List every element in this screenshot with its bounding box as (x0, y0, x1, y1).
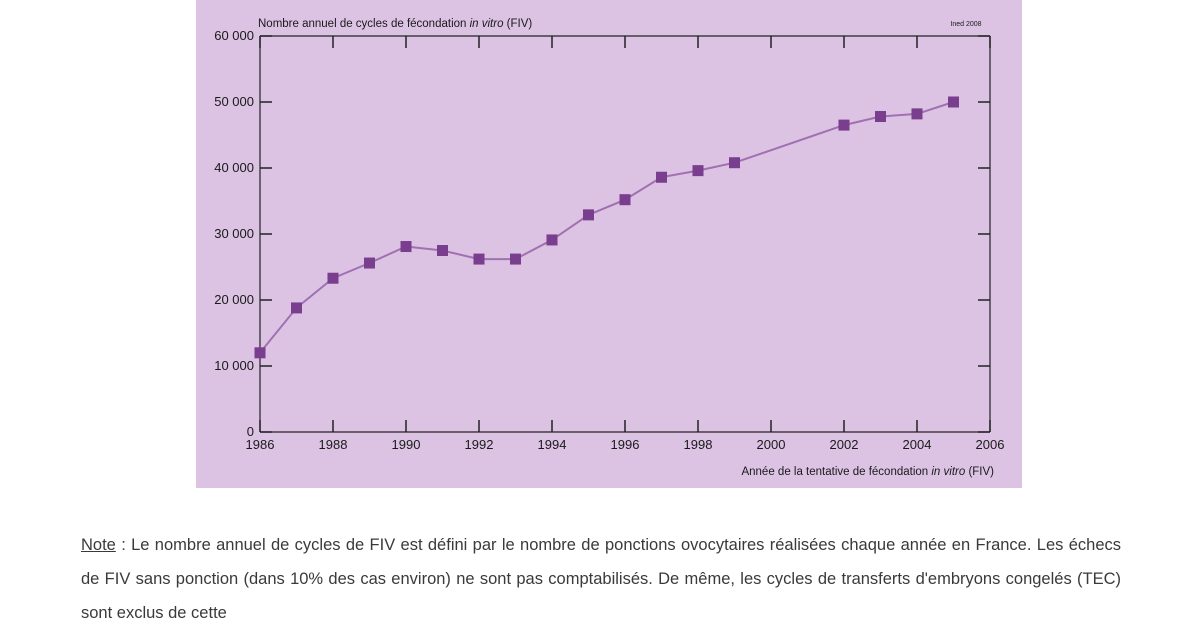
x-tick-label: 1988 (319, 437, 348, 452)
x-axis-label-prefix: Année de la tentative de fécondation (741, 466, 931, 478)
data-point-marker (583, 209, 594, 221)
x-tick-label: 1986 (246, 437, 275, 452)
x-tick-label: 1994 (538, 437, 567, 452)
x-axis-label: Année de la tentative de fécondation in … (741, 466, 994, 478)
data-point-marker (400, 241, 412, 253)
chart-title: Nombre annuel de cycles de fécondation i… (258, 18, 532, 30)
y-tick-label: 10 000 (214, 358, 254, 373)
data-point-marker (364, 257, 375, 269)
line-chart: Nombre annuel de cycles de fécondation i… (214, 18, 1005, 478)
data-point-marker (875, 111, 886, 123)
data-point-marker (291, 302, 302, 314)
x-tick-label: 1992 (465, 437, 494, 452)
chart-series (254, 96, 959, 359)
series-line (259, 101, 954, 354)
chart-title-italic: in vitro (470, 18, 504, 30)
chart-title-suffix: (FIV) (503, 18, 532, 30)
x-axis-label-suffix: (FIV) (965, 466, 994, 478)
data-point-marker (327, 272, 339, 284)
data-point-marker (656, 171, 667, 183)
data-point-marker (729, 157, 740, 169)
y-tick-label: 50 000 (214, 94, 254, 109)
data-point-marker (510, 253, 521, 265)
data-point-marker (619, 194, 631, 206)
chart-panel: Nombre annuel de cycles de fécondation i… (196, 0, 1022, 488)
x-tick-label: 2002 (830, 437, 859, 452)
chart-source: Ined 2008 (950, 21, 981, 28)
y-tick-label: 0 (247, 424, 254, 439)
y-axis-ticks: 0 10 000 20 000 30 000 40 000 50 000 60 000 (214, 28, 990, 439)
data-point-marker (546, 234, 558, 246)
x-axis-label-italic: in vitro (931, 466, 965, 478)
x-tick-label: 2006 (976, 437, 1005, 452)
chart-title-prefix: Nombre annuel de cycles de fécondation (258, 18, 470, 30)
data-point-marker (254, 347, 266, 359)
x-tick-label: 1998 (684, 437, 713, 452)
data-point-marker (437, 245, 448, 256)
note-text: : Le nombre annuel de cycles de FIV est … (81, 536, 1121, 622)
x-tick-label: 1990 (392, 437, 421, 452)
data-point-marker (838, 119, 850, 131)
data-point-marker (948, 96, 959, 108)
y-tick-label: 60 000 (214, 28, 254, 43)
x-tick-label: 2004 (903, 437, 932, 452)
x-axis-ticks: 1986 1988 1990 1992 1994 1996 1998 2000 2002 2004… (246, 36, 1005, 452)
y-tick-label: 30 000 (214, 226, 254, 241)
y-tick-label: 40 000 (214, 160, 254, 175)
x-tick-label: 2000 (757, 437, 786, 452)
chart-axes (259, 35, 991, 433)
data-point-marker (911, 108, 923, 120)
data-point-marker (692, 165, 704, 177)
data-point-marker (473, 253, 485, 265)
note-paragraph: Note : Le nombre annuel de cycles de FIV… (81, 528, 1121, 630)
y-tick-label: 20 000 (214, 292, 254, 307)
note-label: Note (81, 536, 116, 554)
x-tick-label: 1996 (611, 437, 640, 452)
